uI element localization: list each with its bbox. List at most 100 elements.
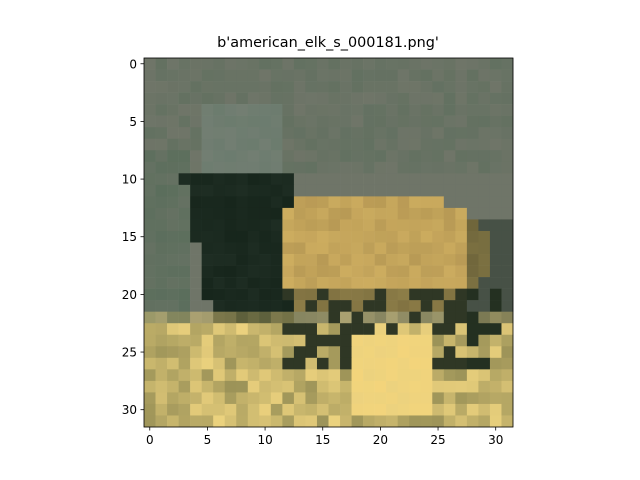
pixel-cell: [374, 288, 387, 301]
pixel-cell: [293, 415, 306, 428]
pixel-cell: [455, 254, 468, 266]
pixel-cell: [293, 323, 306, 336]
pixel-cell: [363, 104, 375, 116]
pixel-cell: [247, 207, 260, 220]
pixel-cell: [247, 138, 260, 151]
pixel-cell: [213, 277, 226, 289]
pixel-cell: [270, 346, 283, 359]
pixel-cell: [305, 127, 318, 140]
pixel-cell: [351, 380, 364, 393]
pixel-cell: [466, 300, 479, 312]
pixel-cell: [363, 184, 375, 197]
pixel-cell: [443, 92, 456, 105]
pixel-cell: [397, 380, 410, 393]
pixel-cell: [144, 369, 156, 382]
pixel-cell: [466, 403, 479, 416]
pixel-cell: [167, 311, 179, 324]
pixel-cell: [224, 334, 237, 347]
pixel-cell: [478, 403, 491, 416]
pixel-cell: [270, 357, 283, 370]
pixel-cell: [190, 415, 202, 428]
pixel-cell: [328, 69, 341, 82]
pixel-cell: [259, 403, 272, 416]
y-tick-label: 0: [129, 57, 137, 71]
pixel-cell: [316, 138, 329, 151]
pixel-cell: [501, 161, 514, 174]
pixel-cell: [409, 300, 422, 312]
pixel-cell: [478, 369, 491, 382]
pixel-cell: [270, 173, 283, 186]
pixel-cell: [328, 184, 341, 197]
pixel-cell: [282, 403, 295, 416]
y-tick-label: 5: [129, 115, 137, 129]
pixel-cell: [397, 346, 410, 359]
pixel-cell: [236, 127, 249, 140]
pixel-cell: [316, 403, 329, 416]
pixel-cell: [213, 369, 226, 382]
pixel-cell: [340, 207, 352, 220]
pixel-cell: [397, 277, 410, 289]
pixel-cell: [432, 346, 445, 359]
pixel-cell: [328, 150, 341, 163]
pixel-cell: [420, 219, 433, 232]
pixel-cell: [155, 138, 168, 151]
pixel-cell: [201, 230, 214, 243]
pixel-cell: [397, 173, 410, 186]
pixel-cell: [167, 230, 179, 243]
pixel-cell: [386, 300, 398, 312]
pixel-cell: [501, 173, 514, 186]
pixel-cell: [259, 357, 272, 370]
pixel-cell: [178, 127, 191, 140]
pixel-cell: [190, 380, 202, 393]
pixel-cell: [351, 81, 364, 93]
pixel-cell: [443, 277, 456, 289]
pixel-cell: [190, 392, 202, 405]
pixel-cell: [374, 58, 387, 70]
pixel-cell: [455, 219, 468, 232]
pixel-cell: [489, 150, 502, 163]
pixel-cell: [247, 288, 260, 301]
pixel-cell: [178, 277, 191, 289]
pixel-cell: [270, 115, 283, 128]
pixel-cell: [489, 415, 502, 428]
pixel-cell: [293, 392, 306, 405]
pixel-cell: [293, 219, 306, 232]
pixel-cell: [144, 242, 156, 255]
pixel-cell: [201, 69, 214, 82]
pixel-cell: [328, 230, 341, 243]
pixel-cell: [420, 300, 433, 312]
pixel-cell: [305, 81, 318, 93]
pixel-cell: [247, 127, 260, 140]
pixel-cell: [178, 173, 191, 186]
pixel-cell: [213, 92, 226, 105]
pixel-cell: [144, 161, 156, 174]
pixel-cell: [236, 254, 249, 266]
pixel-cell: [293, 184, 306, 197]
pixel-cell: [443, 127, 456, 140]
pixel-cell: [259, 415, 272, 428]
pixel-cell: [328, 300, 341, 312]
pixel-cell: [236, 184, 249, 197]
x-tick-label: 0: [146, 433, 154, 447]
pixel-cell: [144, 138, 156, 151]
pixel-cell: [305, 219, 318, 232]
pixel-cell: [247, 254, 260, 266]
pixel-cell: [270, 104, 283, 116]
pixel-cell: [282, 92, 295, 105]
pixel-cell: [316, 277, 329, 289]
pixel-cell: [259, 369, 272, 382]
pixel-cell: [386, 265, 398, 278]
pixel-cell: [247, 161, 260, 174]
pixel-cell: [374, 69, 387, 82]
pixel-cell: [259, 92, 272, 105]
pixel-cell: [316, 58, 329, 70]
pixel-cell: [386, 357, 398, 370]
pixel-cell: [363, 265, 375, 278]
pixel-cell: [420, 161, 433, 174]
pixel-cell: [316, 357, 329, 370]
pixel-cell: [213, 288, 226, 301]
y-tick-label: 15: [122, 230, 137, 244]
pixel-cell: [478, 265, 491, 278]
pixel-cell: [236, 265, 249, 278]
pixel-cell: [432, 288, 445, 301]
